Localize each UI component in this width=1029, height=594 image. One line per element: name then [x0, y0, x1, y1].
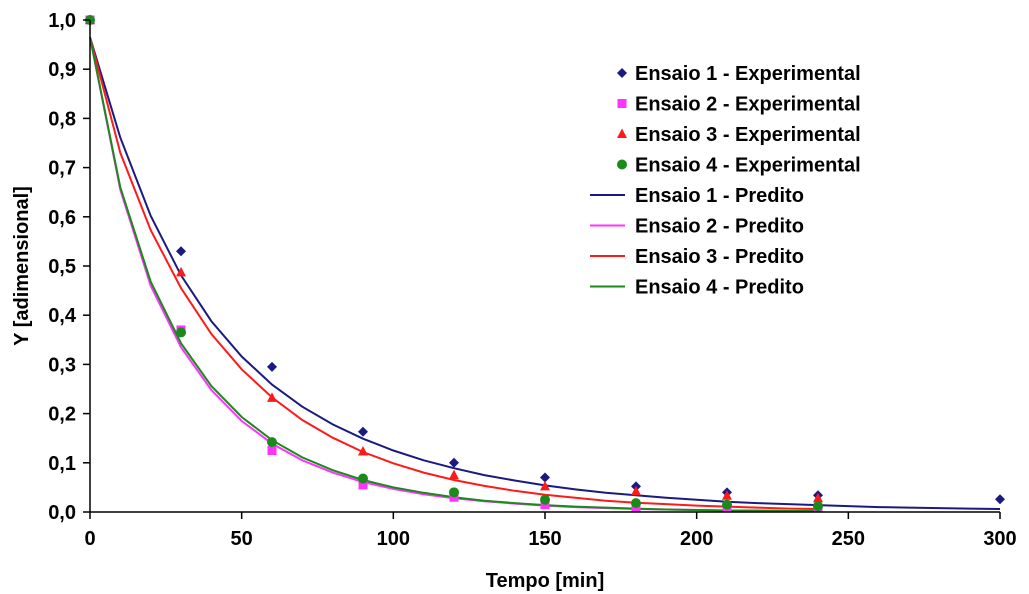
data-point [722, 490, 732, 500]
x-tick-label: 0 [84, 528, 95, 550]
legend: Ensaio 1 - Experimental Ensaio 2 - Experi… [590, 63, 861, 299]
data-point [540, 494, 550, 505]
legend-label: Ensaio 2 - Predito [635, 216, 804, 238]
legend-label: Ensaio 4 - Experimental [635, 155, 861, 177]
data-point [176, 327, 186, 338]
legend-item: Ensaio 3 - Predito [590, 246, 804, 268]
legend-marker [617, 99, 627, 108]
legend-item: Ensaio 1 - Experimental [617, 63, 861, 85]
y-tick-label: 0,2 [48, 404, 76, 426]
y-tick-label: 0,8 [48, 108, 76, 130]
x-tick-label: 100 [377, 528, 410, 550]
data-point [449, 487, 459, 498]
y-tick-label: 1,0 [48, 10, 76, 32]
data-point [358, 480, 368, 490]
x-tick-label: 200 [680, 528, 713, 550]
legend-marker [617, 128, 627, 138]
y-tick-label: 0,9 [48, 59, 76, 81]
x-axis-label: Tempo [min] [486, 570, 605, 592]
legend-item: Ensaio 2 - Experimental [617, 94, 861, 116]
data-point [358, 445, 368, 456]
y-tick-label: 0,7 [48, 158, 76, 180]
y-tick-label: 0,0 [48, 502, 76, 524]
data-point [176, 246, 186, 257]
legend-marker [617, 159, 627, 170]
legend-label: Ensaio 4 - Predito [635, 277, 804, 299]
data-point [267, 361, 277, 372]
legend-item: Ensaio 3 - Experimental [617, 124, 861, 146]
data-point [267, 446, 277, 455]
y-tick-label: 0,3 [48, 354, 76, 376]
y-tick-label: 0,1 [48, 453, 76, 475]
legend-item: Ensaio 4 - Predito [590, 277, 804, 299]
data-point [540, 472, 550, 483]
data-point [358, 473, 368, 484]
data-point [631, 498, 641, 509]
legend-label: Ensaio 3 - Experimental [635, 124, 861, 146]
x-tick-label: 250 [832, 528, 865, 550]
data-point [813, 492, 823, 503]
data-point [540, 480, 550, 491]
data-point [449, 457, 459, 468]
data-point [176, 266, 186, 277]
series-line-1 [89, 36, 1001, 510]
y-tick-label: 0,5 [48, 256, 76, 278]
legend-item: Ensaio 1 - Predito [590, 185, 804, 207]
data-point [631, 485, 641, 496]
x-tick-label: 300 [983, 528, 1016, 550]
legend-label: Ensaio 1 - Predito [635, 185, 804, 207]
y-tick-label: 0,6 [48, 207, 76, 229]
series-points-4 [85, 15, 823, 512]
data-point [449, 469, 459, 480]
legend-item: Ensaio 4 - Experimental [617, 155, 861, 177]
series-line-3 [89, 36, 819, 510]
x-ticks: 0 50 100 150 200 250 300 [84, 512, 1017, 550]
y-ticks: 0,0 0,1 0,2 0,3 0,4 0,5 0,6 0,7 0,8 0,9 1,0 [48, 10, 90, 524]
x-tick-label: 50 [231, 528, 253, 550]
data-point [267, 392, 277, 402]
data-point [813, 501, 823, 512]
legend-label: Ensaio 2 - Experimental [635, 94, 861, 116]
y-tick-label: 0,4 [48, 305, 77, 327]
legend-item: Ensaio 2 - Predito [590, 216, 804, 238]
data-point [995, 494, 1005, 505]
legend-label: Ensaio 1 - Experimental [635, 63, 861, 85]
data-point [267, 437, 277, 448]
legend-label: Ensaio 3 - Predito [635, 246, 804, 268]
y-axis-label: Y [adimensional] [11, 186, 33, 346]
data-point [722, 499, 732, 510]
axes [89, 20, 1000, 513]
x-tick-label: 150 [528, 528, 561, 550]
legend-marker [617, 68, 627, 78]
data-point [358, 426, 368, 437]
series-layer [85, 14, 1005, 513]
series-points-1 [85, 15, 1005, 505]
